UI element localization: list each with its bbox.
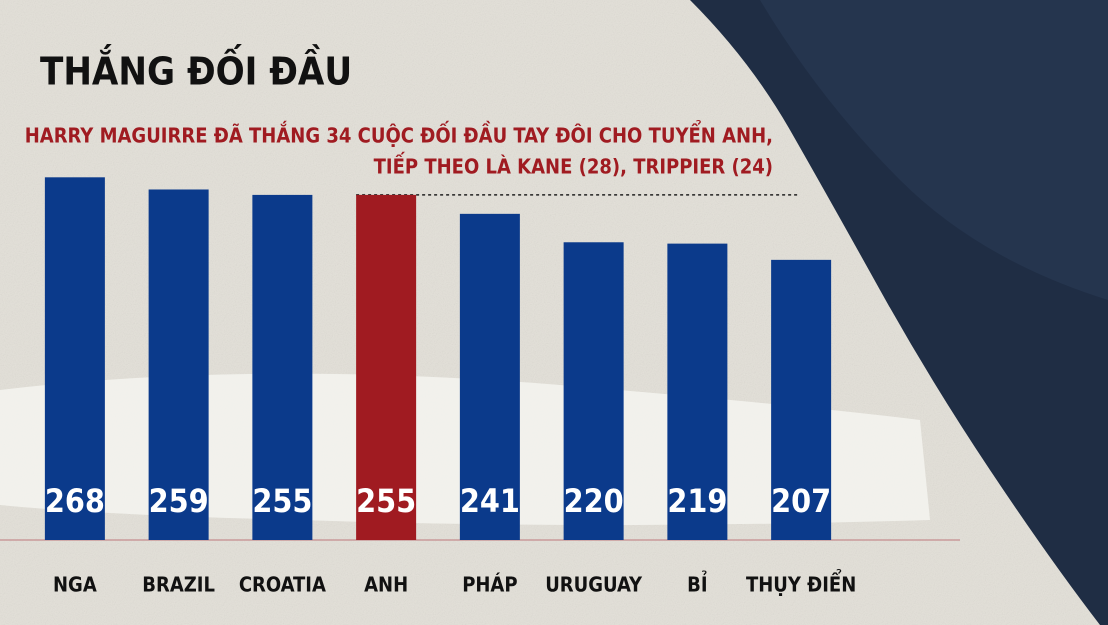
value-label: 220	[564, 482, 624, 520]
value-label: 255	[252, 482, 312, 520]
value-label: 219	[667, 482, 727, 520]
bar	[563, 242, 624, 540]
x-tick-label: BRAZIL	[142, 573, 215, 597]
value-label: 241	[460, 482, 520, 520]
x-tick-label: URUGUAY	[545, 573, 643, 597]
x-tick-label: NGA	[53, 573, 97, 597]
x-tick-label: ANH	[364, 573, 408, 597]
x-tick-label: CROATIA	[239, 573, 326, 597]
value-label: 259	[149, 482, 209, 520]
annotation: HARRY MAGUIRRE ĐÃ THẮNG 34 CUỘC ĐỐI ĐẦU …	[25, 122, 773, 148]
bar	[667, 243, 728, 540]
bar	[252, 194, 313, 540]
bar	[148, 189, 209, 540]
x-tick-label: THỤY ĐIỂN	[746, 571, 856, 597]
value-label: 255	[356, 482, 416, 520]
bar	[356, 194, 417, 540]
bar	[44, 177, 105, 540]
x-tick-label: BỈ	[687, 572, 707, 597]
value-label: 268	[45, 482, 105, 520]
x-tick-label: PHÁP	[462, 573, 517, 597]
value-label: 207	[771, 482, 831, 520]
bar	[771, 259, 832, 540]
bar	[459, 213, 520, 540]
annotation: TIẾP THEO LÀ KANE (28), TRIPPIER (24)	[374, 153, 773, 179]
dark-shape-highlight	[760, 0, 1108, 300]
chart-title: THẮNG ĐỐI ĐẦU	[40, 45, 352, 94]
